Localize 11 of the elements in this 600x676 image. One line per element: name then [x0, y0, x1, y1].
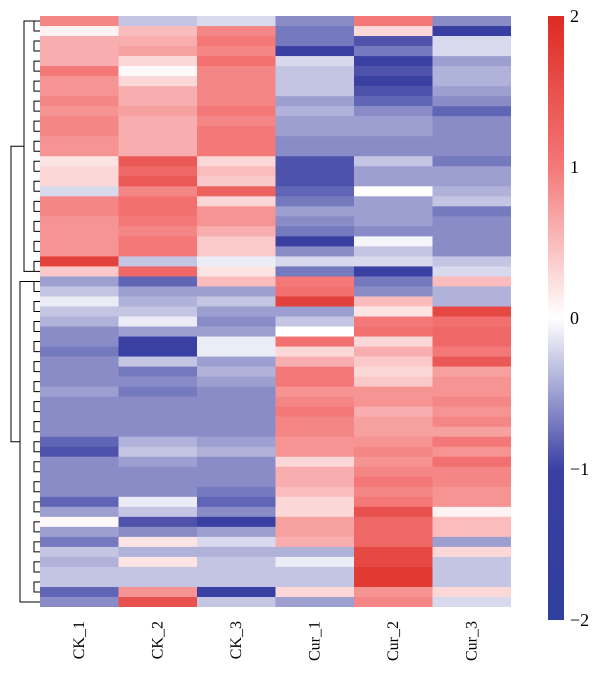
x-tick-label: Cur_3: [463, 621, 480, 661]
color-bar-label: 2: [570, 6, 579, 26]
x-tick-label: CK_3: [228, 621, 245, 660]
color-bar-label: −1: [570, 459, 590, 479]
color-bar-label: 0: [570, 308, 579, 328]
color-bar-label: 1: [570, 157, 579, 177]
color-bar-label: −2: [570, 610, 590, 630]
x-tick-label: Cur_2: [384, 621, 402, 661]
x-tick-label: CK_2: [149, 621, 166, 660]
x-tick-label: Cur_1: [306, 621, 324, 661]
x-tick-label: CK_1: [70, 621, 88, 660]
